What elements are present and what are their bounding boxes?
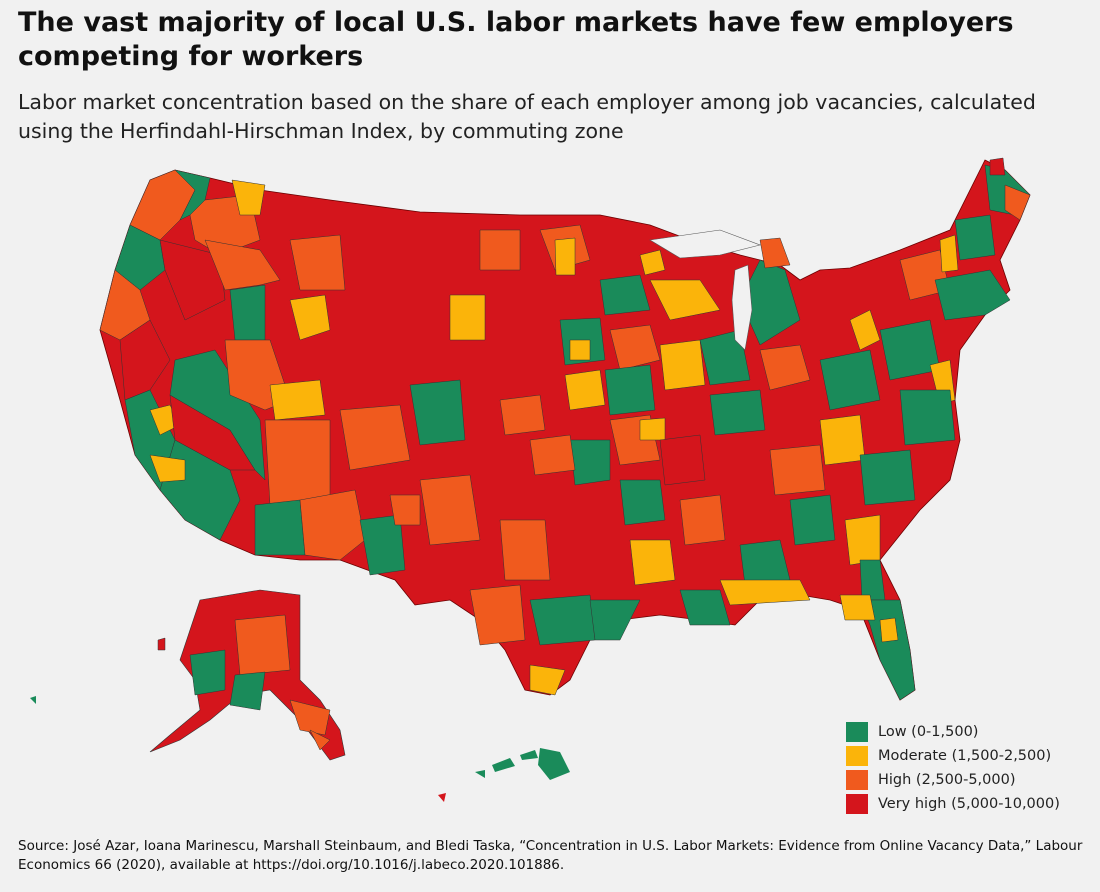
region — [119, 319, 171, 401]
legend-label: High (2,500-5,000) — [878, 772, 1016, 788]
region — [709, 389, 766, 436]
region — [649, 279, 721, 321]
chart-subtitle: Labor market concentration based on the … — [18, 90, 1036, 143]
region — [859, 599, 916, 701]
hawaii — [438, 748, 570, 802]
region — [469, 584, 526, 646]
region — [409, 379, 466, 446]
region — [989, 157, 1006, 176]
region — [231, 179, 266, 216]
region — [759, 237, 791, 269]
chart-title: The vast majority of local U.S. labor ma… — [18, 7, 1014, 72]
region — [939, 234, 959, 273]
region — [609, 324, 661, 371]
region — [339, 404, 411, 471]
region — [859, 449, 916, 506]
region — [659, 339, 706, 391]
region — [629, 539, 676, 586]
legend-label: Moderate (1,500-2,500) — [878, 748, 1052, 764]
region — [149, 454, 186, 483]
lake-michigan — [731, 264, 753, 351]
region — [849, 309, 881, 351]
region — [639, 417, 666, 441]
region — [564, 369, 606, 411]
region — [739, 259, 801, 346]
region — [529, 434, 576, 476]
region — [529, 594, 596, 646]
legend-item-very-high: Very high (5,000-10,000) — [846, 793, 1060, 815]
legend-item-low: Low (0-1,500) — [846, 721, 1060, 743]
region — [529, 664, 566, 696]
lake-superior — [649, 229, 762, 259]
region — [569, 439, 611, 486]
region — [419, 474, 481, 546]
us-commuting-zone-map — [30, 157, 1031, 802]
region — [619, 479, 666, 526]
region — [359, 514, 406, 576]
source-note: Source: José Azar, Ioana Marinescu, Mars… — [18, 838, 1083, 873]
region — [954, 214, 996, 261]
region — [289, 234, 346, 291]
region — [449, 294, 486, 341]
legend-swatch-very-high — [846, 794, 868, 814]
region — [789, 494, 836, 546]
region — [839, 594, 876, 621]
region — [769, 444, 826, 496]
region — [899, 389, 956, 446]
legend-swatch-high — [846, 770, 868, 790]
region — [879, 617, 899, 643]
legend-label: Low (0-1,500) — [878, 724, 979, 740]
region — [479, 229, 521, 271]
region — [299, 489, 366, 561]
region — [679, 589, 731, 626]
region — [499, 519, 551, 581]
legend-item-high: High (2,500-5,000) — [846, 769, 1060, 791]
region — [264, 419, 331, 506]
region — [604, 364, 656, 416]
legend-item-moderate: Moderate (1,500-2,500) — [846, 745, 1060, 767]
region — [589, 599, 641, 641]
region — [819, 414, 866, 466]
alaska — [30, 589, 346, 761]
region — [254, 499, 306, 556]
region — [819, 349, 881, 411]
region — [169, 349, 266, 481]
region — [569, 339, 591, 361]
region — [879, 319, 941, 381]
region — [719, 579, 811, 606]
region — [679, 494, 726, 546]
region — [759, 344, 811, 391]
legend: Low (0-1,500) Moderate (1,500-2,500) Hig… — [846, 721, 1060, 817]
region — [699, 329, 751, 386]
region — [389, 494, 421, 526]
region — [229, 284, 266, 341]
legend-label: Very high (5,000-10,000) — [878, 796, 1060, 812]
region — [114, 224, 166, 291]
region — [499, 394, 546, 436]
region — [639, 249, 666, 276]
region — [269, 379, 326, 421]
legend-swatch-low — [846, 722, 868, 742]
region — [289, 294, 331, 341]
region — [204, 239, 281, 291]
region — [599, 274, 651, 316]
region — [934, 269, 1011, 321]
region — [659, 434, 706, 486]
region — [1004, 184, 1031, 221]
legend-swatch-moderate — [846, 746, 868, 766]
region — [554, 237, 576, 276]
region — [844, 514, 881, 566]
